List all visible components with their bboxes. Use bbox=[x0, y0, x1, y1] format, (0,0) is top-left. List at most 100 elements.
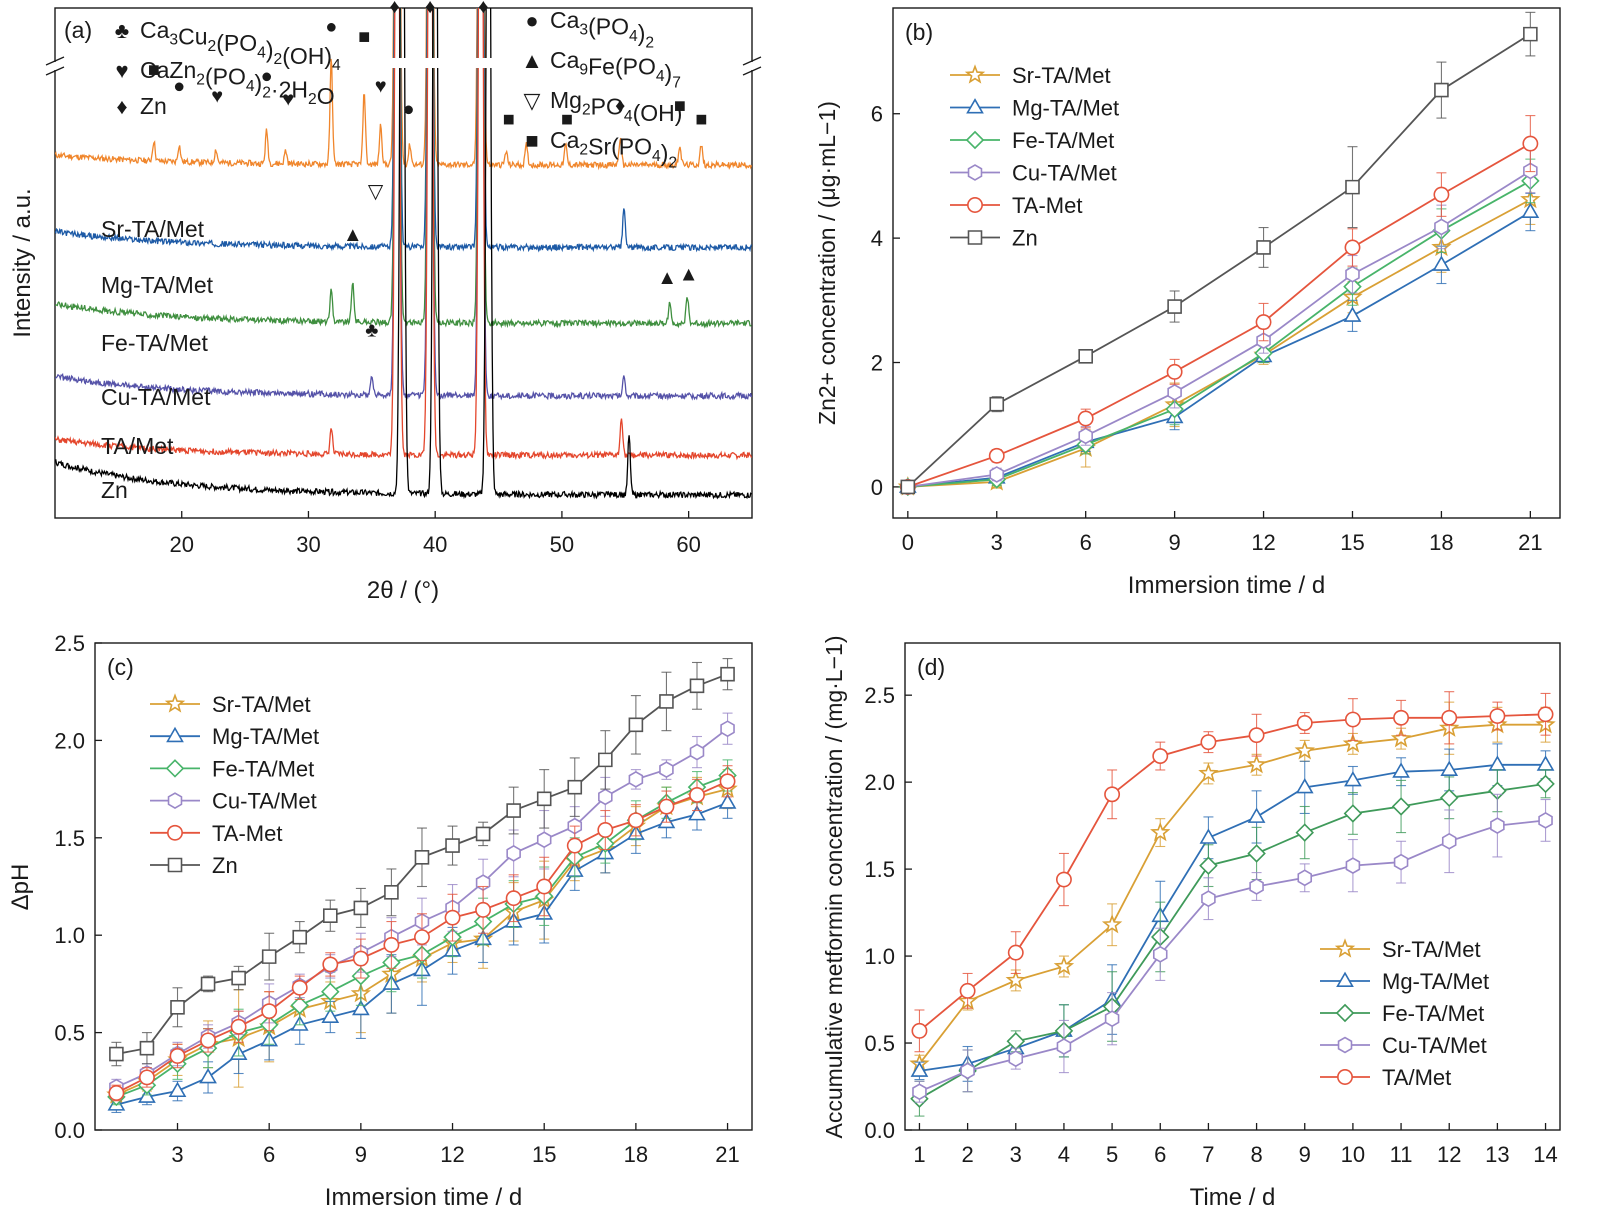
x-tick-label: 21 bbox=[1518, 530, 1542, 555]
axis-break-gap bbox=[746, 62, 758, 70]
data-point bbox=[1393, 853, 1409, 871]
data-point bbox=[912, 1083, 927, 1101]
y-tick-label: 2.5 bbox=[864, 683, 895, 708]
data-point bbox=[959, 982, 976, 999]
y-axis-label: Accumulative metformin concentration / (… bbox=[821, 635, 847, 1138]
phase-marker: ● bbox=[325, 16, 337, 38]
x-tick-label: 3 bbox=[991, 530, 1003, 555]
data-point bbox=[200, 1032, 217, 1049]
data-point bbox=[598, 752, 613, 768]
data-point bbox=[627, 812, 644, 829]
data-point bbox=[719, 773, 736, 790]
data-point bbox=[168, 1081, 187, 1098]
phase-marker: ♥ bbox=[375, 75, 387, 97]
data-point bbox=[1296, 715, 1313, 731]
data-point bbox=[1056, 1038, 1072, 1055]
legend-label: Zn bbox=[212, 853, 238, 878]
data-point bbox=[1198, 762, 1219, 783]
y-tick-label: 0.0 bbox=[54, 1118, 85, 1143]
data-point bbox=[139, 1040, 155, 1056]
y-tick-label: 1.5 bbox=[54, 826, 85, 851]
x-tick-label: 13 bbox=[1485, 1142, 1509, 1167]
data-point bbox=[689, 743, 705, 761]
x-tick-label: 5 bbox=[1106, 1142, 1118, 1167]
data-point bbox=[414, 849, 430, 865]
legend-marker bbox=[1337, 1069, 1353, 1085]
data-point bbox=[720, 720, 735, 738]
data-point bbox=[384, 885, 399, 900]
series-label: Fe-TA/Met bbox=[101, 330, 209, 356]
data-point bbox=[1247, 807, 1266, 823]
data-point bbox=[321, 1007, 340, 1024]
legend-label: Sr-TA/Met bbox=[212, 692, 311, 717]
data-point bbox=[1007, 944, 1024, 961]
data-point bbox=[1294, 740, 1315, 760]
data-point bbox=[352, 950, 369, 967]
data-point bbox=[1432, 255, 1451, 271]
data-point bbox=[1440, 760, 1459, 776]
x-tick-label: 3 bbox=[1010, 1142, 1022, 1167]
phase-legend-label: Mg2PO4(OH) bbox=[550, 87, 682, 126]
panel-a: 20 30 40 50 60 Sr-TA/Met Mg-TA/Met Fe-TA/Met Cu-… bbox=[9, 0, 762, 604]
legend-marker bbox=[166, 726, 184, 743]
data-point bbox=[1441, 709, 1458, 726]
x-tick-label: 15 bbox=[1340, 530, 1364, 555]
y-tick-label: 2.0 bbox=[54, 728, 85, 753]
legend-marker bbox=[967, 230, 983, 245]
data-point bbox=[658, 798, 675, 815]
x-tick-label: 8 bbox=[1250, 1142, 1262, 1167]
phase-legend-symbol: ● bbox=[525, 8, 538, 33]
phase-marker: ▲ bbox=[343, 224, 363, 246]
x-tick-label: 40 bbox=[423, 532, 447, 557]
phase-marker: ♦ bbox=[390, 0, 400, 18]
x-tick-label: 10 bbox=[1341, 1142, 1365, 1167]
data-point bbox=[138, 1087, 156, 1103]
data-point bbox=[1344, 239, 1361, 256]
y-tick-label: 2.0 bbox=[864, 770, 895, 795]
phase-legend-label: Ca2Sr(PO4)2 bbox=[550, 127, 677, 171]
data-point bbox=[1295, 823, 1315, 842]
y-axis-label: ΔpH bbox=[7, 864, 34, 911]
pattern-Cu-TA/Met bbox=[55, 8, 752, 401]
axis-break-mark bbox=[742, 56, 762, 66]
phase-marker: ■ bbox=[358, 26, 370, 48]
y-tick-label: 0.0 bbox=[864, 1118, 895, 1143]
series-line bbox=[907, 198, 1531, 488]
legend: Sr-TA/Met Mg-TA/Met Fe-TA/Met Cu-TA/Met TA-M… bbox=[950, 63, 1119, 251]
plot-frame bbox=[94, 642, 753, 1131]
x-tick-label: 9 bbox=[1299, 1142, 1311, 1167]
legend-label: Cu-TA/Met bbox=[1012, 161, 1117, 186]
data-point bbox=[910, 1061, 929, 1077]
data-point bbox=[475, 901, 492, 918]
data-point bbox=[445, 838, 460, 853]
data-point bbox=[261, 949, 277, 964]
data-point bbox=[291, 979, 308, 996]
series-line bbox=[919, 763, 1546, 1072]
xrd-trace bbox=[55, 8, 752, 253]
data-point bbox=[1433, 186, 1450, 203]
data-point bbox=[169, 1048, 186, 1064]
x-tick-label: 7 bbox=[1202, 1142, 1214, 1167]
data-point bbox=[1521, 202, 1540, 218]
data-point bbox=[231, 970, 246, 986]
data-point bbox=[659, 761, 674, 779]
phase-legend-label: CaZn2(PO4)2·2H2O bbox=[140, 57, 335, 109]
xrd-trace bbox=[55, 8, 752, 461]
data-point bbox=[506, 844, 521, 862]
x-tick-label: 3 bbox=[171, 1142, 183, 1167]
x-tick-label: 4 bbox=[1058, 1142, 1070, 1167]
axis-break-mark bbox=[45, 66, 65, 76]
pattern-Mg-TA/Met bbox=[55, 8, 752, 253]
legend-marker bbox=[966, 98, 984, 114]
phase-marker: ♦ bbox=[478, 0, 488, 18]
pattern-Zn bbox=[55, 8, 752, 500]
phase-marker: ♣ bbox=[365, 320, 378, 342]
data-point bbox=[689, 786, 705, 803]
legend-marker bbox=[1335, 1003, 1355, 1023]
data-point bbox=[1490, 817, 1505, 835]
data-point bbox=[1152, 945, 1168, 963]
data-point bbox=[1345, 265, 1360, 283]
phase-marker: ■ bbox=[695, 108, 707, 130]
x-tick-label: 21 bbox=[715, 1142, 739, 1167]
data-point bbox=[1248, 727, 1265, 744]
